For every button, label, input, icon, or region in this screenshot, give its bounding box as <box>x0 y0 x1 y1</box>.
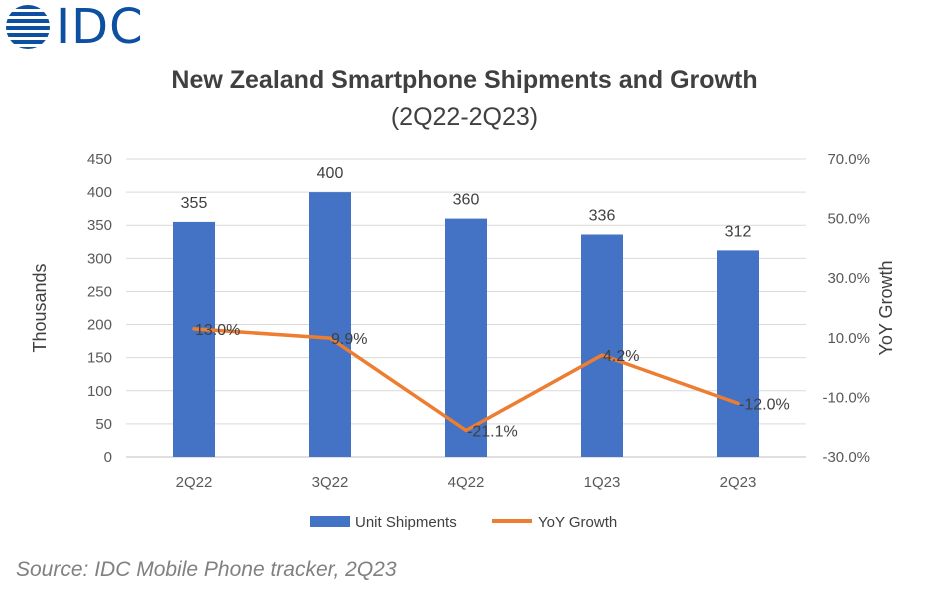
x-tick-label: 4Q22 <box>448 474 485 491</box>
line-data-label: 9.9% <box>331 331 367 348</box>
bar-series <box>173 192 759 457</box>
bar-data-label: 336 <box>589 207 616 224</box>
line-point <box>464 428 468 432</box>
bar <box>717 250 759 457</box>
x-tick-label: 2Q22 <box>176 474 213 491</box>
y2-tick-label: 10.0% <box>827 330 870 347</box>
line-series <box>192 327 740 433</box>
y-tick-label: 450 <box>87 151 112 168</box>
legend: Unit Shipments YoY Growth <box>310 514 617 531</box>
bar-data-label: 360 <box>453 192 480 209</box>
x-tick-label: 1Q23 <box>584 474 621 491</box>
x-tick-label: 2Q23 <box>720 474 757 491</box>
bar <box>309 192 351 457</box>
legend-swatch-bar <box>310 516 350 527</box>
y2-tick-label: -10.0% <box>822 389 870 406</box>
bar <box>445 218 487 457</box>
legend-label-bar: Unit Shipments <box>355 514 457 531</box>
legend-label-line: YoY Growth <box>538 514 617 531</box>
line-point <box>328 336 332 340</box>
axis-ticks: 0 50 100 150 200 250 300 350 400 450 -30.0% -10.0% 1… <box>87 151 870 491</box>
chart-subtitle: (2Q22-2Q23) <box>390 103 539 131</box>
y-axis-title: Thousands <box>30 263 50 352</box>
y-tick-label: 50 <box>95 416 112 433</box>
y-tick-label: 150 <box>87 350 112 367</box>
x-tick-label: 3Q22 <box>312 474 349 491</box>
logo-text: IDC <box>56 0 144 55</box>
idc-logo: IDC <box>4 2 144 52</box>
line-data-label: -12.0% <box>739 396 790 413</box>
bar <box>173 221 215 457</box>
data-labels: 355 400 360 336 312 13.0% 9.9% -21.1% 4.2% -12.0% <box>181 165 790 440</box>
y-tick-label: 300 <box>87 250 112 267</box>
y-tick-label: 250 <box>87 283 112 300</box>
line-point <box>736 401 740 405</box>
source-note: Source: IDC Mobile Phone tracker, 2Q23 <box>16 558 397 581</box>
y2-tick-label: 70.0% <box>827 151 870 168</box>
line-data-label: -21.1% <box>467 423 518 440</box>
y-tick-label: 350 <box>87 217 112 234</box>
line-point <box>192 327 196 331</box>
y2-tick-label: 30.0% <box>827 270 870 287</box>
y-tick-label: 0 <box>104 449 112 466</box>
bar-data-label: 355 <box>181 195 208 212</box>
y2-tick-label: 50.0% <box>827 211 870 228</box>
globe-icon <box>6 5 50 49</box>
y2-tick-label: -30.0% <box>822 449 870 466</box>
chart-title: New Zealand Smartphone Shipments and Gro… <box>171 66 758 94</box>
bar-data-label: 400 <box>317 165 344 182</box>
y2-axis-title: YoY Growth <box>876 260 896 355</box>
line-point <box>600 353 604 357</box>
line-data-label: 4.2% <box>603 348 639 365</box>
y-tick-label: 100 <box>87 383 112 400</box>
line-data-label: 13.0% <box>195 322 240 339</box>
bar <box>581 234 623 457</box>
y-tick-label: 200 <box>87 317 112 334</box>
bar-data-label: 312 <box>725 223 752 240</box>
y-tick-label: 400 <box>87 184 112 201</box>
